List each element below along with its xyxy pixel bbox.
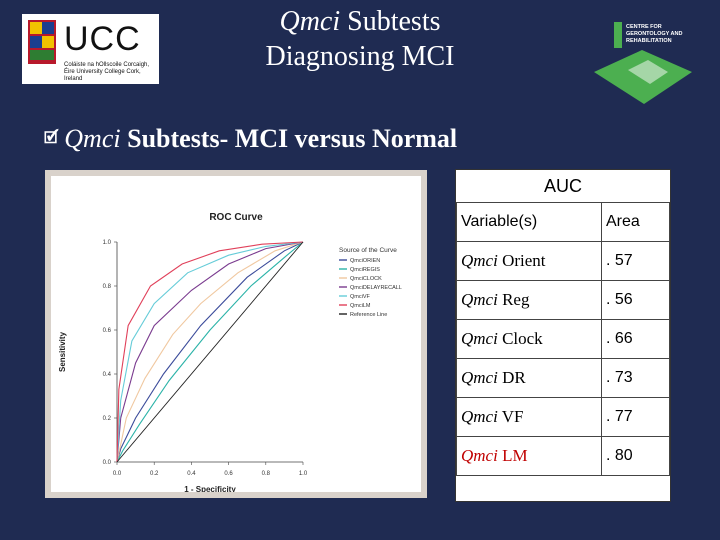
- auc-row: Qmci Reg . 56: [456, 280, 670, 320]
- cgr-logo: CENTRE FOR GERONTOLOGY AND REHABILITATIO…: [594, 20, 692, 104]
- auc-row: Qmci DR . 73: [456, 358, 670, 398]
- x-tick-label: 0.0: [113, 471, 122, 477]
- row-variable: Qmci Orient: [456, 241, 602, 281]
- legend-label: QmciVF: [350, 294, 371, 300]
- y-tick-label: 0.2: [103, 416, 112, 422]
- row-variable: Qmci VF: [456, 397, 602, 437]
- row-variable: Qmci Clock: [456, 319, 602, 359]
- svg-text:GERONTOLOGY AND: GERONTOLOGY AND: [626, 31, 682, 37]
- chart-title: ROC Curve: [209, 212, 263, 223]
- row-area: . 56: [601, 280, 670, 320]
- subheading-rest: Subtests- MCI versus Normal: [120, 124, 458, 153]
- legend-title: Source of the Curve: [339, 247, 397, 254]
- svg-text:REHABILITATION: REHABILITATION: [626, 38, 672, 44]
- subheading-italic: Qmci: [64, 124, 121, 153]
- title-rest: Subtests: [340, 6, 441, 37]
- subheading: 🗹 Qmci Subtests- MCI versus Normal: [44, 124, 457, 154]
- x-axis-label: 1 - Specificity: [184, 485, 236, 492]
- auc-row: Qmci Clock . 66: [456, 319, 670, 359]
- ucc-crest-icon: [28, 20, 56, 64]
- x-tick-label: 0.4: [187, 471, 196, 477]
- ucc-logo-caption: Coláiste na hOllscoile Corcaigh, Éire Un…: [64, 62, 150, 82]
- row-area: . 73: [601, 358, 670, 398]
- roc-chart-panel: ROC Curve 0.0 0.2 0.4 0.6 0.8 1.0 0.0 0.2 0.4 0.6 0…: [51, 176, 421, 494]
- legend-label: QmciDELAYRECALL: [350, 285, 402, 291]
- svg-text:CENTRE FOR: CENTRE FOR: [626, 24, 662, 30]
- row-area: . 57: [601, 241, 670, 281]
- row-variable: Qmci LM: [456, 436, 602, 476]
- row-variable: Qmci Reg: [456, 280, 602, 320]
- legend-label: QmciREGIS: [350, 267, 380, 273]
- series-line: [116, 241, 304, 463]
- y-tick-label: 0.4: [103, 372, 112, 378]
- title-italic: Qmci: [279, 6, 341, 37]
- y-tick-label: 0.6: [103, 328, 112, 334]
- legend-label: QmciLM: [350, 303, 371, 309]
- series-line: [116, 241, 304, 463]
- x-tick-label: 1.0: [299, 471, 308, 477]
- series-line: [116, 241, 304, 463]
- auc-row: Qmci VF . 77: [456, 397, 670, 437]
- auc-table-panel: AUC Variable(s) Area Qmci Orient . 57 Qm…: [455, 169, 671, 502]
- title-line2: Diagnosing MCI: [265, 41, 455, 72]
- series-line: [116, 241, 304, 463]
- ucc-logo: UCC Coláiste na hOllscoile Corcaigh, Éir…: [22, 14, 159, 84]
- row-area: . 80: [601, 436, 670, 476]
- x-tick-label: 0.8: [262, 471, 271, 477]
- header-variable: Variable(s): [456, 202, 602, 242]
- auc-header-row: Variable(s) Area: [456, 202, 670, 242]
- cgr-logo-caption: CENTRE FOR GERONTOLOGY AND REHABILITATIO…: [626, 24, 682, 44]
- x-tick-label: 0.2: [150, 471, 159, 477]
- auc-table: Variable(s) Area Qmci Orient . 57 Qmci R…: [456, 202, 670, 476]
- y-axis-label: Sensitivity: [58, 331, 67, 372]
- auc-row: Qmci Orient . 57: [456, 241, 670, 281]
- y-tick-label: 0.0: [103, 460, 112, 466]
- series-line: [116, 241, 304, 463]
- row-variable: Qmci DR: [456, 358, 602, 398]
- y-tick-label: 0.8: [103, 284, 112, 290]
- series-line: [116, 241, 304, 463]
- legend-label: QmciCLOCK: [350, 276, 382, 282]
- series-line: [116, 241, 304, 463]
- ucc-wordmark: UCC: [64, 20, 141, 58]
- bullet-icon: 🗹: [44, 130, 59, 147]
- x-tick-label: 0.6: [224, 471, 233, 477]
- legend-label: Reference Line: [350, 312, 387, 318]
- row-area: . 66: [601, 319, 670, 359]
- roc-chart-frame: ROC Curve 0.0 0.2 0.4 0.6 0.8 1.0 0.0 0.2 0.4 0.6 0…: [45, 170, 427, 498]
- roc-chart: ROC Curve 0.0 0.2 0.4 0.6 0.8 1.0 0.0 0.2 0.4 0.6 0…: [58, 212, 402, 494]
- header-area: Area: [601, 202, 670, 242]
- slide-title: Qmci Subtests Diagnosing MCI: [200, 4, 520, 74]
- y-tick-label: 1.0: [103, 240, 112, 246]
- auc-heading: AUC: [543, 176, 582, 196]
- legend-label: QmciORIEN: [350, 258, 380, 264]
- auc-row-highlight: Qmci LM . 80: [456, 436, 670, 476]
- row-area: . 77: [601, 397, 670, 437]
